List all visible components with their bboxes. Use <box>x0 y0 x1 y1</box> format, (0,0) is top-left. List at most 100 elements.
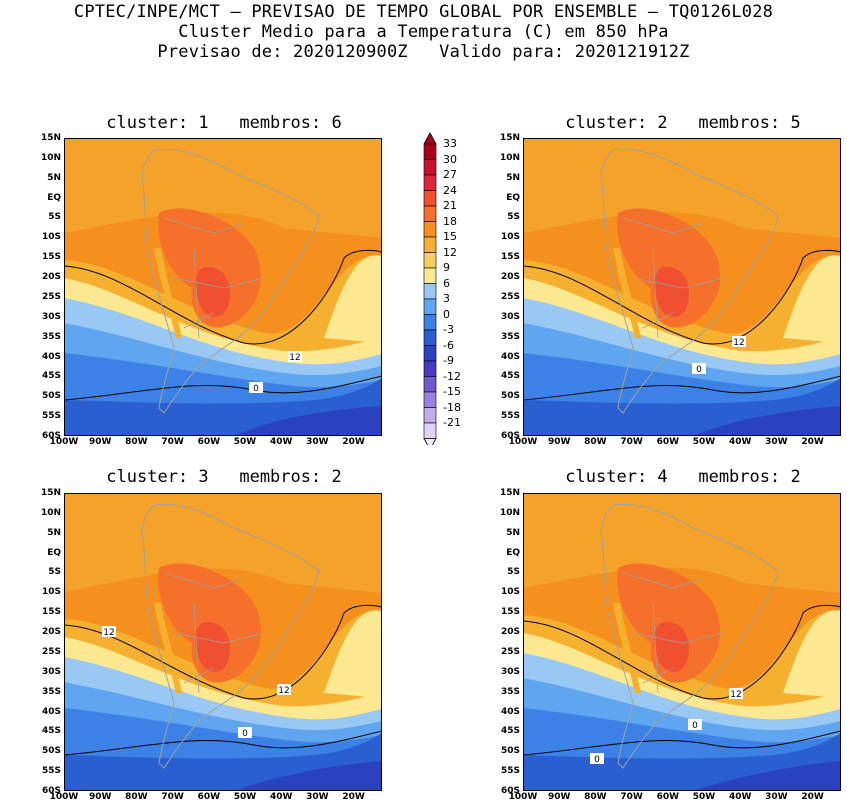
lat-tick-label: 60S <box>500 786 520 796</box>
south-america-outline <box>600 148 779 414</box>
lat-tick-label: 10S <box>41 232 61 243</box>
lat-tick-label: 55S <box>500 411 520 422</box>
lat-tick-label: 5N <box>47 527 61 538</box>
temperature-map: 12 0 <box>64 138 382 436</box>
band-north <box>64 493 382 593</box>
lat-tick-label: 40S <box>41 351 61 362</box>
lat-tick-label: 10N <box>499 507 520 518</box>
lat-tick-label: EQ <box>47 547 61 558</box>
lat-tick-label: 30S <box>500 311 520 322</box>
lat-tick-label: EQ <box>506 192 520 203</box>
lat-tick-label: 45S <box>41 371 61 382</box>
contour-12 <box>64 249 382 345</box>
colorbar-segment <box>423 267 437 284</box>
lat-tick-label: 60S <box>41 786 61 796</box>
lat-tick-label: 55S <box>500 766 520 777</box>
svg-text:12: 12 <box>730 690 741 700</box>
temperature-map: 12 0 0 <box>523 493 841 791</box>
lat-tick-label: 10N <box>40 507 61 518</box>
panel-title: cluster: 2 membros: 5 <box>565 113 801 133</box>
lat-tick-label: 15N <box>40 133 61 143</box>
contour-label: 12 <box>729 688 743 700</box>
colorbar-segment <box>423 236 437 253</box>
svg-text:12: 12 <box>103 628 114 638</box>
lat-tick-label: 45S <box>41 726 61 737</box>
svg-text:12: 12 <box>289 353 300 363</box>
band-atlantic-warm <box>324 255 382 343</box>
colorbar-label: 12 <box>443 245 457 259</box>
lat-tick-label: 5S <box>507 212 520 223</box>
lat-tick-label: 35S <box>41 686 61 697</box>
map-frame <box>64 493 382 791</box>
band-atlantic-warm <box>324 610 382 698</box>
colorbar-label: -9 <box>443 354 454 367</box>
temperature-map: 12 0 <box>523 138 841 436</box>
lat-tick-label: 10S <box>500 587 520 598</box>
colorbar-bottom-arrow <box>423 438 437 445</box>
lat-tick-label: 5N <box>506 172 520 183</box>
lon-tick-label: 20W <box>342 792 365 802</box>
svg-text:0: 0 <box>242 729 248 739</box>
contour-label: 0 <box>249 382 263 394</box>
colorbar-label: -21 <box>443 416 461 429</box>
lon-tick-label: 50W <box>692 437 716 447</box>
contour-label: 12 <box>732 336 746 348</box>
lat-tick-label: 15N <box>499 133 520 143</box>
colorbar-label: -18 <box>443 400 461 414</box>
svg-text:12: 12 <box>733 338 744 348</box>
colorbar-label: 18 <box>443 214 457 228</box>
lat-tick-label: 55S <box>41 411 61 422</box>
colorbar-segment <box>423 376 437 393</box>
band-neg6-neg3 <box>693 761 841 791</box>
lat-tick-label: 10N <box>499 152 520 163</box>
colorbar-segment <box>423 407 437 424</box>
lon-tick-label: 60W <box>197 792 221 802</box>
contour-label: 0 <box>590 753 604 765</box>
colorbar-label: 6 <box>443 276 450 290</box>
colorbar-segment <box>423 143 437 160</box>
colorbar-label: 3 <box>443 292 450 305</box>
contour-label: 0 <box>238 727 252 739</box>
contour-label: 12 <box>277 684 291 696</box>
lat-tick-label: 15S <box>500 252 520 263</box>
lat-tick-label: 45S <box>500 371 520 382</box>
contour-12 <box>64 604 382 700</box>
contour-label: 0 <box>688 719 702 731</box>
lon-tick-label: 70W <box>161 792 184 802</box>
lon-tick-label: 40W <box>269 792 293 802</box>
lat-tick-label: 20S <box>500 627 520 638</box>
lat-tick-label: 30S <box>500 666 520 677</box>
south-america-outline <box>141 503 320 769</box>
colorbar-segment <box>423 360 437 377</box>
lon-tick-label: 80W <box>584 792 607 802</box>
panel-title: cluster: 3 membros: 2 <box>106 467 342 487</box>
lat-tick-label: 35S <box>41 331 61 342</box>
colorbar-segment <box>423 174 437 191</box>
andes-cool-strip <box>613 248 641 338</box>
lon-tick-label: 60W <box>656 437 680 447</box>
lat-tick-label: 10S <box>41 587 61 598</box>
lon-tick-label: 40W <box>269 437 293 447</box>
colorbar-segment <box>423 221 437 238</box>
contour-0 <box>523 730 841 756</box>
lat-tick-label: 35S <box>500 686 520 697</box>
country-borders <box>163 217 265 339</box>
lat-tick-label: 15S <box>41 607 61 618</box>
lon-tick-label: 30W <box>306 792 329 802</box>
country-borders <box>163 572 265 694</box>
lon-tick-label: 80W <box>125 792 148 802</box>
andes-cool-strip <box>154 603 182 693</box>
lon-tick-label: 40W <box>728 437 752 447</box>
lat-tick-label: 50S <box>500 746 520 757</box>
warm-core-24 <box>653 622 689 672</box>
band-atlantic-warm <box>783 255 841 343</box>
lat-tick-label: 20S <box>41 272 61 283</box>
lon-tick-label: 100W <box>49 437 79 447</box>
lat-tick-label: 30S <box>41 666 61 677</box>
colorbar-label: -12 <box>443 369 461 383</box>
colorbar-segment <box>423 422 437 439</box>
lon-tick-label: 90W <box>88 792 112 802</box>
lat-tick-label: 10N <box>40 152 61 163</box>
contour-label: 12 <box>102 626 116 638</box>
lon-tick-label: 30W <box>306 437 329 447</box>
